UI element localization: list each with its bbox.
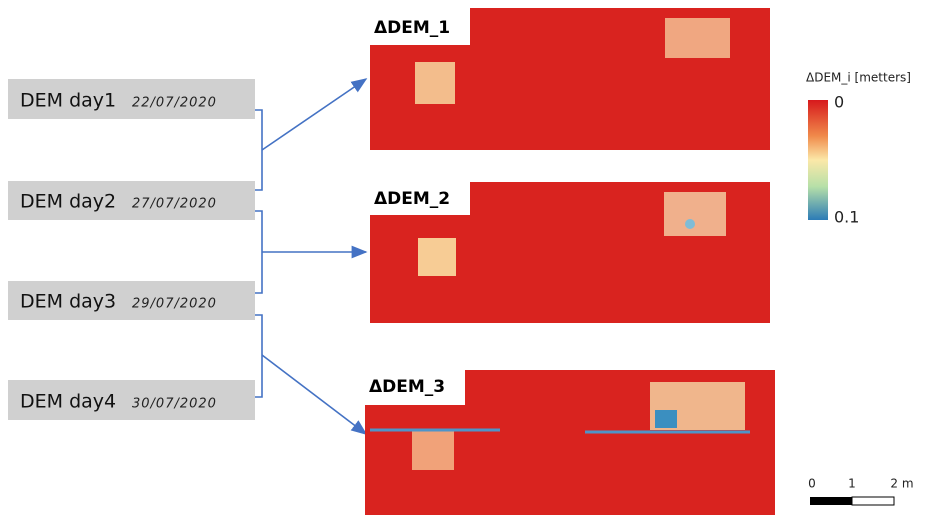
patch	[655, 410, 677, 428]
legend-title: ΔDEM_i [metters]	[806, 71, 911, 85]
dem-date: 22/07/2020	[132, 96, 217, 111]
scale-label: 0	[808, 477, 816, 491]
dem-difference-map: ΔDEM_1	[370, 8, 770, 150]
box-bg	[8, 380, 255, 420]
bracket	[255, 109, 263, 191]
patch	[415, 62, 455, 104]
legend-label: 0	[834, 93, 844, 112]
scale-bar	[851, 496, 895, 506]
patch	[664, 192, 726, 236]
arrow	[261, 354, 368, 435]
box-bg	[8, 79, 255, 119]
bracket	[255, 314, 263, 398]
box-bg	[8, 181, 255, 220]
scale-label: 1	[848, 477, 856, 491]
patch	[412, 430, 454, 470]
map-title: ΔDEM_2	[374, 189, 450, 209]
dem-label: DEM day2	[20, 191, 116, 213]
color-bar	[808, 100, 828, 220]
dem-label: DEM day4	[20, 391, 116, 413]
map-title: ΔDEM_1	[374, 18, 450, 38]
arrow	[261, 78, 368, 151]
scale-bar	[810, 497, 852, 505]
dem-box: DEM day4 30/07/2020	[8, 380, 255, 420]
bracket	[255, 210, 263, 294]
dem-box: DEM day1 22/07/2020	[8, 79, 255, 119]
dem-difference-map: ΔDEM_3	[365, 370, 775, 515]
box-bg	[8, 281, 255, 320]
dem-date: 27/07/2020	[132, 197, 217, 212]
dem-label: DEM day3	[20, 291, 116, 313]
scale-label: 2 m	[890, 477, 913, 491]
patch	[665, 18, 730, 58]
dem-box: DEM day2 27/07/2020	[8, 181, 255, 220]
dem-difference-map: ΔDEM_2	[370, 182, 770, 323]
map-title: ΔDEM_3	[369, 377, 445, 397]
dem-date: 29/07/2020	[132, 297, 217, 312]
patch	[685, 219, 695, 229]
dem-box: DEM day3 29/07/2020	[8, 281, 255, 320]
dem-label: DEM day1	[20, 90, 116, 112]
legend-label: 0.1	[834, 208, 859, 227]
dem-date: 30/07/2020	[132, 397, 217, 412]
patch	[418, 238, 456, 276]
